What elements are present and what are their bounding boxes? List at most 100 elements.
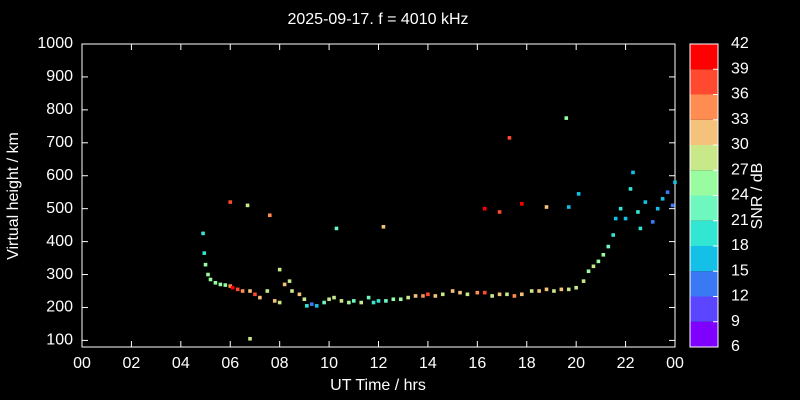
- scatter-point: [413, 294, 418, 298]
- colorbar-tick-label: 12: [731, 288, 749, 305]
- colorbar-band: [690, 296, 718, 322]
- scatter-point: [245, 203, 250, 208]
- y-tick-label: 300: [46, 266, 73, 283]
- scatter-point: [218, 282, 223, 287]
- scatter-point: [272, 299, 277, 303]
- scatter-point: [302, 297, 307, 302]
- scatter-point: [537, 289, 541, 293]
- scatter-point: [497, 292, 502, 297]
- scatter-point: [381, 224, 386, 229]
- scatter-point: [213, 280, 218, 285]
- scatter-point: [643, 200, 648, 204]
- colorbar-label: SNR / dB: [749, 163, 766, 230]
- colorbar-band: [690, 119, 718, 145]
- scatter-point: [458, 290, 462, 295]
- scatter-point: [574, 285, 578, 290]
- scatter-point: [650, 220, 655, 224]
- scatter-point: [282, 282, 287, 287]
- x-tick-label: 18: [518, 355, 536, 372]
- colorbar-tick-label: 27: [731, 161, 749, 178]
- scatter-point: [391, 297, 396, 302]
- x-tick-label: 00: [73, 355, 91, 372]
- scatter-point: [638, 226, 643, 231]
- scatter-point: [305, 304, 309, 308]
- y-tick-label: 700: [46, 134, 73, 151]
- colorbar-band: [690, 69, 718, 95]
- scatter-point: [596, 259, 601, 264]
- scatter-point: [505, 292, 509, 297]
- scatter-point: [339, 299, 344, 303]
- scatter-point: [398, 297, 403, 302]
- x-tick-label: 08: [271, 355, 289, 372]
- scatter-point: [223, 283, 228, 287]
- scatter-point: [631, 170, 635, 175]
- scatter-point: [512, 294, 517, 298]
- scatter-point: [433, 294, 438, 298]
- scatter-point: [606, 244, 611, 249]
- colorbar-tick-label: 6: [731, 338, 740, 355]
- colorbar-band: [690, 321, 718, 347]
- scatter-point: [440, 292, 445, 297]
- x-tick-label: 16: [468, 355, 486, 372]
- scatter-point: [623, 216, 628, 221]
- scatter-point: [347, 300, 351, 305]
- scatter-point: [290, 289, 294, 293]
- scatter-point: [332, 295, 336, 300]
- scatter-point: [267, 213, 272, 218]
- colorbar-band: [690, 94, 718, 120]
- scatter-point: [248, 289, 252, 293]
- scatter-point: [636, 210, 640, 214]
- scatter-point: [655, 206, 660, 211]
- scatter-point: [544, 287, 549, 292]
- scatter-point: [248, 336, 252, 341]
- scatter-point: [465, 292, 470, 297]
- scatter-point: [544, 205, 549, 209]
- scatter-point: [314, 304, 319, 308]
- colorbar-tick-label: 15: [731, 262, 749, 279]
- scatter-point: [564, 116, 569, 120]
- scatter-point: [366, 295, 371, 300]
- scatter-point: [208, 277, 213, 282]
- scatter-point: [426, 292, 430, 297]
- colorbar-band: [690, 246, 718, 272]
- scatter-point: [673, 180, 677, 185]
- scatter-point: [601, 252, 606, 257]
- scatter-point: [265, 289, 270, 293]
- scatter-point: [309, 302, 314, 306]
- scatter-point: [611, 233, 616, 237]
- scatter-point: [581, 279, 586, 283]
- y-tick-label: 600: [46, 167, 73, 184]
- scatter-point: [660, 196, 665, 201]
- colorbar-tick-label: 42: [731, 35, 749, 52]
- x-tick-label: 00: [666, 355, 684, 372]
- scatter-point: [277, 267, 282, 272]
- scatter-point: [258, 295, 262, 300]
- scatter-point: [613, 216, 618, 221]
- y-axis-label: Virtual height / km: [5, 132, 22, 260]
- colorbar-tick-label: 30: [731, 136, 749, 153]
- scatter-point: [450, 289, 455, 293]
- scatter-point: [552, 289, 556, 293]
- scatter-point: [670, 203, 675, 208]
- colorbar-tick-label: 21: [731, 212, 749, 229]
- scatter-point: [253, 292, 257, 297]
- scatter-point: [371, 300, 376, 305]
- scatter-point: [384, 299, 388, 303]
- y-tick-label: 400: [46, 233, 73, 250]
- scatter-point: [359, 300, 364, 305]
- colorbar-tick-label: 18: [731, 237, 749, 254]
- y-tick-label: 200: [46, 299, 73, 316]
- x-tick-label: 10: [320, 355, 338, 372]
- colorbar-band: [690, 271, 718, 297]
- scatter-point: [490, 294, 494, 298]
- colorbar-band: [690, 170, 718, 196]
- scatter-point: [287, 279, 292, 283]
- colorbar-tick-label: 33: [731, 111, 749, 128]
- scatter-point: [520, 292, 524, 297]
- scatter-point: [520, 201, 524, 206]
- y-tick-label: 800: [46, 101, 73, 118]
- colorbar-band: [690, 220, 718, 246]
- scatter-point: [475, 290, 480, 295]
- y-tick-label: 500: [46, 200, 73, 217]
